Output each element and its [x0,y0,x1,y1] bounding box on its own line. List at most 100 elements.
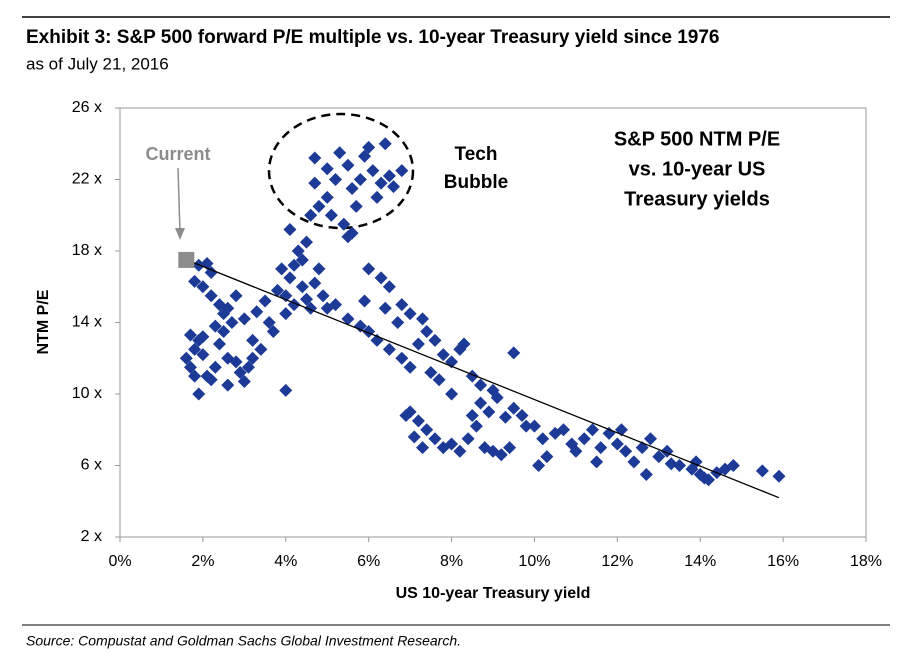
point [287,258,301,272]
point [395,351,409,365]
y-tick-label: 6 x [81,457,102,474]
point [312,262,326,276]
point [329,173,343,186]
x-tick-label: 10% [518,553,550,570]
point [416,441,430,455]
point [225,316,239,329]
point [461,432,475,446]
bubble-label: Bubble [444,172,508,193]
y-tick-label: 10 x [72,385,102,402]
bubble-ellipse [267,112,415,230]
point [237,312,251,326]
x-tick-label: 6% [357,553,380,570]
point [474,396,488,410]
point [341,230,355,244]
current-marker [178,251,195,268]
y-axis-label: NTM P/E [35,289,52,354]
point [246,333,260,347]
point [519,419,533,433]
y-tick-label: 2 x [81,528,102,545]
point [329,298,343,312]
x-tick-label: 16% [767,553,799,570]
x-tick-label: 4% [274,553,297,570]
point [416,312,430,326]
point [403,307,417,321]
point [196,348,210,362]
point [411,337,425,351]
point [399,408,413,422]
point [639,467,653,481]
point [387,180,401,194]
point [246,351,260,365]
point [515,408,529,422]
point [308,176,322,190]
point [196,330,210,344]
point [217,324,231,338]
point [420,324,434,338]
point [755,464,769,478]
point [283,271,297,285]
point [445,437,459,451]
y-tick-label: 18 x [72,242,102,259]
x-tick-label: 0% [108,553,131,570]
point [486,383,500,397]
point [411,414,425,428]
point [291,244,305,258]
point [349,199,363,213]
point [482,405,496,419]
y-tick-label: 26 x [72,99,102,116]
point [627,455,641,469]
point [507,346,521,360]
point [498,410,512,424]
x-tick-label: 14% [684,553,716,570]
point [619,444,633,458]
point [275,262,289,276]
box-text: S&P 500 NTM P/E [614,128,780,150]
point [353,173,367,186]
point [320,190,334,204]
point [221,301,235,315]
box-text: vs. 10-year US [629,158,766,180]
point [602,426,616,440]
point [697,471,711,485]
point [295,253,309,267]
x-tick-label: 2% [191,553,214,570]
point [308,276,322,290]
point [362,140,376,154]
point [358,149,372,163]
y-tick-label: 22 x [72,171,102,188]
point [316,289,330,303]
point [345,181,359,195]
point [204,373,218,387]
point [374,271,388,285]
point [192,387,206,401]
point [204,265,218,279]
point [395,298,409,312]
point [208,319,222,333]
point [577,432,591,446]
point [362,262,376,276]
point [391,316,405,329]
point [585,423,599,437]
x-tick-label: 18% [850,553,882,570]
point [507,401,521,415]
point [673,459,686,472]
point [221,378,235,392]
point [643,432,657,446]
point [270,283,284,297]
point [283,223,297,237]
point [374,176,388,190]
point [726,459,740,472]
point [250,305,264,319]
current-arrow [177,167,181,233]
point [556,423,570,437]
point [300,235,313,249]
current-label: Current [145,144,210,164]
point [594,441,608,455]
point [333,146,347,160]
trendline [181,257,780,499]
point [527,419,541,433]
point [353,319,367,333]
point [229,289,243,303]
point [179,351,193,365]
